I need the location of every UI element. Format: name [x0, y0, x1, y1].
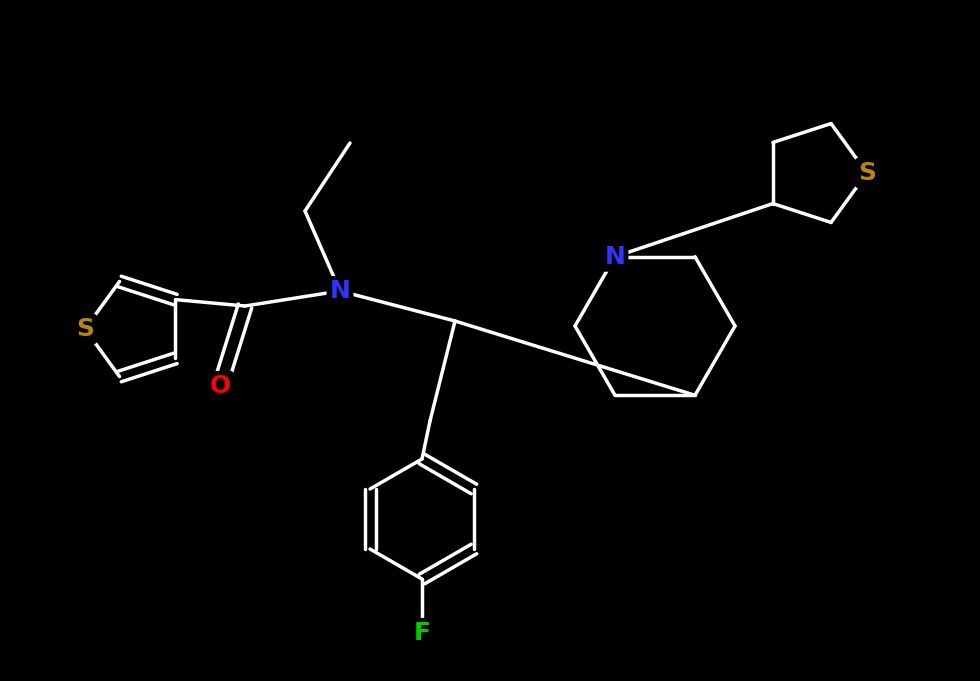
- Text: F: F: [414, 621, 430, 645]
- Text: N: N: [329, 279, 351, 303]
- Text: N: N: [605, 244, 625, 269]
- Text: S: S: [858, 161, 876, 185]
- Text: O: O: [210, 374, 230, 398]
- Text: S: S: [76, 317, 94, 341]
